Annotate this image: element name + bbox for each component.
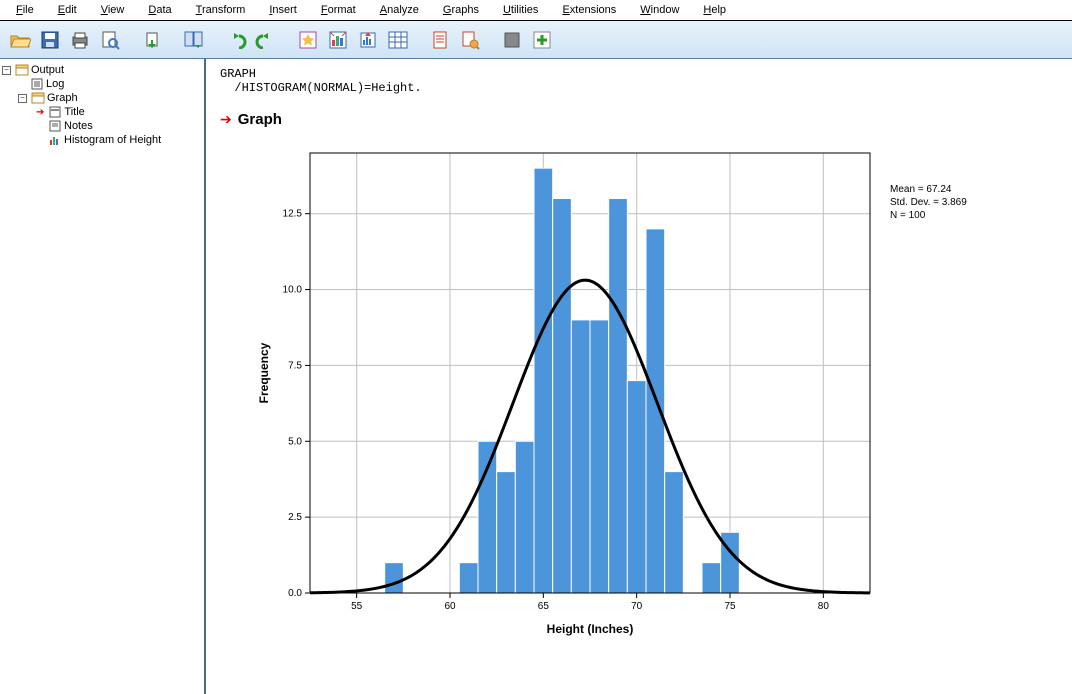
toolbar-doc-icon[interactable]: [426, 26, 454, 54]
output-icon: [15, 64, 29, 76]
toolbar-pivot-icon[interactable]: [180, 26, 208, 54]
tree-label: Notes: [64, 120, 93, 132]
tree-root-output[interactable]: − Output: [2, 63, 202, 77]
syntax-line: GRAPH: [220, 67, 256, 81]
svg-text:80: 80: [818, 601, 830, 612]
toolbar-plus-icon[interactable]: [528, 26, 556, 54]
svg-text:10.0: 10.0: [283, 285, 303, 296]
section-title: Graph: [238, 111, 282, 128]
menu-file[interactable]: File: [4, 2, 46, 18]
collapse-icon[interactable]: −: [18, 94, 27, 103]
toolbar-square-icon[interactable]: [498, 26, 526, 54]
tree-label: Log: [46, 78, 64, 90]
collapse-icon[interactable]: −: [2, 66, 11, 75]
syntax-line: /HISTOGRAM(NORMAL)=Height.: [220, 81, 422, 95]
toolbar-open-icon[interactable]: [6, 26, 34, 54]
svg-text:75: 75: [724, 601, 736, 612]
svg-text:0.0: 0.0: [288, 588, 302, 599]
svg-text:Height (Inches): Height (Inches): [547, 622, 634, 636]
tree-label: Graph: [47, 92, 78, 104]
stat-sd: Std. Dev. = 3.869: [890, 196, 967, 209]
syntax-block: GRAPH /HISTOGRAM(NORMAL)=Height.: [220, 67, 1058, 95]
menu-edit[interactable]: Edit: [46, 2, 89, 18]
menu-extensions[interactable]: Extensions: [550, 2, 628, 18]
toolbar-export-icon[interactable]: [138, 26, 166, 54]
svg-text:70: 70: [631, 601, 643, 612]
stats-summary: Mean = 67.24 Std. Dev. = 3.869 N = 100: [890, 183, 967, 222]
arrow-icon: ➔: [220, 111, 232, 128]
toolbar-undo-icon[interactable]: [222, 26, 250, 54]
svg-text:Frequency: Frequency: [257, 342, 271, 403]
svg-text:60: 60: [444, 601, 456, 612]
tree-label: Output: [31, 64, 64, 76]
title-icon: [48, 106, 62, 118]
menu-help[interactable]: Help: [691, 2, 738, 18]
histogram-chart[interactable]: 55 60 65 70 75 80 0.0 2.5 5.0 7.5 10.0 12.5 Height (…: [250, 138, 1058, 651]
tree-item-notes[interactable]: Notes: [2, 119, 202, 133]
toolbar-preview-icon[interactable]: [96, 26, 124, 54]
section-header: ➔ Graph: [220, 111, 1058, 128]
arrow-icon: ➔: [36, 107, 44, 118]
menu-transform[interactable]: Transform: [184, 2, 258, 18]
notes-icon: [48, 120, 62, 132]
toolbar-chart-grid-icon[interactable]: [384, 26, 412, 54]
toolbar-star-icon[interactable]: [294, 26, 322, 54]
chart-icon: [48, 134, 62, 146]
svg-text:12.5: 12.5: [283, 209, 303, 220]
tree-item-histogram[interactable]: Histogram of Height: [2, 133, 202, 147]
menu-window[interactable]: Window: [628, 2, 691, 18]
svg-text:65: 65: [538, 601, 550, 612]
tree-item-title[interactable]: ➔ Title: [2, 105, 202, 119]
svg-text:55: 55: [351, 601, 363, 612]
menu-data[interactable]: Data: [136, 2, 183, 18]
svg-text:7.5: 7.5: [288, 360, 302, 371]
toolbar-save-icon[interactable]: [36, 26, 64, 54]
main-area: − Output Log − Graph ➔ Title: [0, 59, 1072, 694]
toolbar-redo-icon[interactable]: [252, 26, 280, 54]
menu-insert[interactable]: Insert: [257, 2, 309, 18]
toolbar-print-icon[interactable]: [66, 26, 94, 54]
menu-analyze[interactable]: Analyze: [368, 2, 431, 18]
menu-format[interactable]: Format: [309, 2, 368, 18]
menu-view[interactable]: View: [89, 2, 137, 18]
stat-n: N = 100: [890, 209, 967, 222]
toolbar: [0, 21, 1072, 59]
tree-item-log[interactable]: Log: [2, 77, 202, 91]
menu-graphs[interactable]: Graphs: [431, 2, 491, 18]
menu-utilities[interactable]: Utilities: [491, 2, 550, 18]
outline-sidebar: − Output Log − Graph ➔ Title: [0, 59, 206, 694]
svg-text:5.0: 5.0: [288, 436, 302, 447]
stat-mean: Mean = 67.24: [890, 183, 967, 196]
tree-label: Histogram of Height: [64, 134, 161, 146]
output-content: GRAPH /HISTOGRAM(NORMAL)=Height. ➔ Graph…: [206, 59, 1072, 694]
output-icon: [31, 92, 45, 104]
tree-item-graph[interactable]: − Graph: [2, 91, 202, 105]
svg-text:2.5: 2.5: [288, 512, 302, 523]
toolbar-chart-select-icon[interactable]: [324, 26, 352, 54]
log-icon: [30, 78, 44, 90]
toolbar-goto-chart-icon[interactable]: [354, 26, 382, 54]
tree-label: Title: [64, 106, 84, 118]
menubar: FileEditViewDataTransformInsertFormatAna…: [0, 0, 1072, 21]
toolbar-doc-search-icon[interactable]: [456, 26, 484, 54]
